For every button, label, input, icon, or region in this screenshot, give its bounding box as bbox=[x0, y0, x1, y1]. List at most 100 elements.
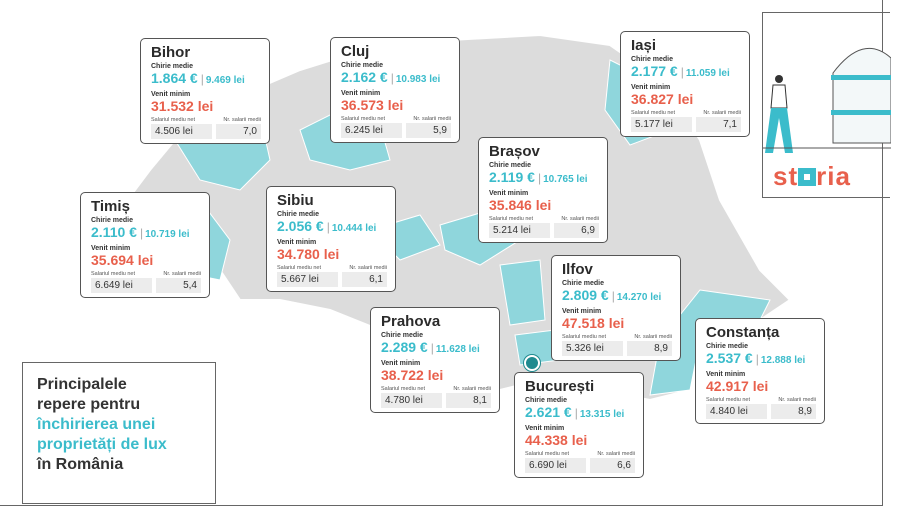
rent-lei: 11.059 lei bbox=[685, 68, 730, 79]
separator: | bbox=[139, 226, 144, 240]
region-name: Sibiu bbox=[277, 192, 314, 209]
rent-value: 2.119 € | 10.765 lei bbox=[489, 169, 599, 188]
income-label: Venit minim bbox=[525, 425, 565, 432]
region-card: Cluj Chirie medie 2.162 € | 10.983 lei Ven… bbox=[330, 37, 460, 143]
rent-label: Chirie medie bbox=[489, 162, 532, 169]
rent-value: 1.864 € | 9.469 lei bbox=[151, 70, 261, 89]
count-label: Nr. salarii medii bbox=[597, 451, 635, 457]
income-value: 36.573 lei bbox=[341, 97, 404, 113]
income-label: Venit minim bbox=[562, 308, 602, 315]
rent-label: Chirie medie bbox=[151, 63, 194, 70]
rent-lei: 12.888 lei bbox=[760, 355, 806, 366]
count-label: Nr. salarii medii bbox=[634, 334, 672, 340]
income-value: 42.917 lei bbox=[706, 378, 769, 394]
title-box: Principalele repere pentru închirierea u… bbox=[22, 362, 216, 504]
rent-value: 2.110 € | 10.719 lei bbox=[91, 224, 201, 243]
count-label: Nr. salarii medii bbox=[778, 397, 816, 403]
income-value: 47.518 lei bbox=[562, 315, 625, 331]
salary-label: Salariul mediu net bbox=[562, 334, 607, 340]
salary-label: Salariul mediu net bbox=[706, 397, 751, 403]
separator: | bbox=[611, 289, 615, 303]
rent-eur: 2.162 € bbox=[341, 69, 388, 85]
income-value: 36.827 lei bbox=[631, 91, 694, 107]
region-card: Iași Chirie medie 2.177 € | 11.059 lei Ven… bbox=[620, 31, 750, 137]
region-card: Ilfov Chirie medie 2.809 € | 14.270 lei Ve… bbox=[551, 255, 681, 361]
rent-lei: 10.444 lei bbox=[331, 223, 377, 234]
region-name: Constanța bbox=[706, 324, 780, 341]
count-label: Nr. salarii medii bbox=[223, 117, 261, 123]
rent-label: Chirie medie bbox=[91, 217, 134, 224]
salary-value: 4.506 lei bbox=[151, 124, 212, 139]
region-name: Bihor bbox=[151, 44, 191, 61]
income-value: 44.338 lei bbox=[525, 432, 588, 448]
title-line-highlight: proprietăți de lux bbox=[37, 436, 167, 453]
rent-lei: 9.469 lei bbox=[205, 75, 245, 86]
income-label: Venit minim bbox=[91, 245, 131, 252]
region-card: Timiș Chirie medie 2.110 € | 10.719 lei Ve… bbox=[80, 192, 210, 298]
income-label: Venit minim bbox=[706, 371, 746, 378]
income-value: 35.694 lei bbox=[91, 252, 154, 268]
separator: | bbox=[430, 341, 434, 355]
salary-value: 6.649 lei bbox=[91, 278, 152, 293]
title-line-highlight: închirierea unei bbox=[37, 416, 156, 433]
rent-label: Chirie medie bbox=[381, 332, 424, 339]
storia-logo: st ria bbox=[773, 161, 851, 191]
salary-value: 5.667 lei bbox=[277, 272, 338, 287]
count-label: Nr. salarii medii bbox=[703, 110, 741, 116]
income-label: Venit minim bbox=[277, 239, 317, 246]
income-value: 38.722 lei bbox=[381, 367, 444, 383]
region-name: București bbox=[525, 378, 595, 395]
salary-label: Salariul mediu net bbox=[91, 271, 136, 277]
count-label: Nr. salarii medii bbox=[413, 116, 451, 122]
salary-value: 4.840 lei bbox=[706, 404, 767, 419]
region-name: Iași bbox=[631, 37, 657, 54]
separator: | bbox=[390, 71, 394, 85]
income-label: Venit minim bbox=[381, 360, 421, 367]
rent-value: 2.289 € | 11.628 lei bbox=[381, 339, 491, 358]
rent-lei: 11.628 lei bbox=[435, 344, 480, 355]
count-label: Nr. salarii medii bbox=[453, 386, 491, 392]
rent-eur: 2.110 € bbox=[91, 224, 137, 240]
title-line: Principalele bbox=[37, 376, 127, 393]
separator: | bbox=[680, 65, 684, 79]
bucuresti-marker bbox=[524, 355, 540, 371]
count-value: 8,9 bbox=[626, 341, 672, 356]
count-value: 8,9 bbox=[770, 404, 816, 419]
rent-label: Chirie medie bbox=[631, 56, 674, 63]
region-name: Prahova bbox=[381, 313, 441, 330]
count-label: Nr. salarii medii bbox=[561, 216, 599, 222]
rent-value: 2.537 € | 12.888 lei bbox=[706, 350, 816, 369]
count-value: 6,6 bbox=[589, 458, 635, 473]
title-line: repere pentru bbox=[37, 396, 141, 413]
region-name: Timiș bbox=[91, 198, 130, 215]
salary-value: 6.245 lei bbox=[341, 123, 402, 138]
income-label: Venit minim bbox=[631, 84, 671, 91]
rent-eur: 2.119 € bbox=[489, 169, 535, 185]
salary-label: Salariul mediu net bbox=[489, 216, 534, 222]
count-value: 6,1 bbox=[341, 272, 387, 287]
rent-label: Chirie medie bbox=[562, 280, 605, 287]
salary-value: 4.780 lei bbox=[381, 393, 442, 408]
count-label: Nr. salarii medii bbox=[349, 265, 387, 271]
rent-lei: 10.719 lei bbox=[145, 229, 190, 240]
rent-eur: 2.289 € bbox=[381, 339, 428, 355]
rent-value: 2.177 € | 11.059 lei bbox=[631, 63, 741, 82]
region-name: Brașov bbox=[489, 143, 540, 160]
salary-label: Salariul mediu net bbox=[341, 116, 386, 122]
region-card: Brașov Chirie medie 2.119 € | 10.765 lei V… bbox=[478, 137, 608, 243]
rent-lei: 13.315 lei bbox=[579, 409, 625, 420]
salary-label: Salariul mediu net bbox=[277, 265, 322, 271]
salary-value: 5.326 lei bbox=[562, 341, 623, 356]
region-card: Constanța Chirie medie 2.537 € | 12.888 le… bbox=[695, 318, 825, 424]
region-name: Cluj bbox=[341, 43, 370, 60]
income-label: Venit minim bbox=[341, 90, 381, 97]
rent-eur: 1.864 € bbox=[151, 70, 198, 86]
count-label: Nr. salarii medii bbox=[163, 271, 201, 277]
rent-eur: 2.177 € bbox=[631, 63, 678, 79]
salary-value: 6.690 lei bbox=[525, 458, 586, 473]
title-line: în România bbox=[37, 456, 124, 473]
rent-label: Chirie medie bbox=[706, 343, 749, 350]
rent-lei: 14.270 lei bbox=[616, 292, 662, 303]
salary-value: 5.214 lei bbox=[489, 223, 550, 238]
income-value: 34.780 lei bbox=[277, 246, 340, 262]
